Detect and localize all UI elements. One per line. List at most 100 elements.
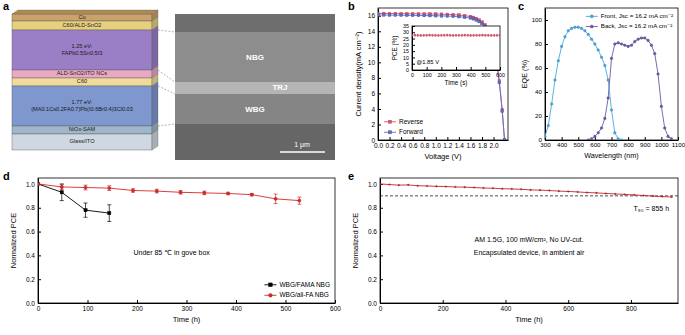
- tick-mark: [545, 116, 548, 117]
- tick-label: 0.8: [26, 204, 35, 211]
- data-point: [38, 182, 40, 185]
- error-bar: [179, 191, 183, 195]
- data-point: [449, 34, 451, 36]
- tick-label: 0.4: [368, 252, 377, 259]
- data-point: [490, 34, 492, 36]
- data-point: [446, 34, 448, 36]
- y-axis-title: Normalized PCE: [351, 213, 360, 268]
- legend-label: Reverse: [399, 118, 424, 125]
- data-point: [620, 43, 623, 46]
- data-point: [617, 42, 620, 45]
- plot-area: [380, 183, 678, 198]
- tick-mark: [137, 300, 138, 303]
- sem-band: [175, 94, 335, 124]
- error-bar: [84, 203, 88, 217]
- tick-label: 1.6: [466, 142, 475, 149]
- data-point: [429, 34, 431, 36]
- tick-mark: [378, 62, 381, 63]
- data-point: [643, 195, 645, 197]
- data-point: [633, 40, 636, 43]
- tick-label: 20: [403, 42, 409, 48]
- series-line: [545, 27, 621, 140]
- data-point: [671, 196, 673, 198]
- layer: [12, 14, 152, 21]
- legend: ReverseForward: [384, 118, 424, 136]
- connector: [158, 70, 175, 82]
- tick: 500: [481, 67, 490, 78]
- tick: 0.6: [26, 228, 41, 235]
- data-point: [496, 34, 498, 36]
- tick-label: 200: [438, 305, 449, 312]
- data-point: [577, 191, 579, 193]
- tick-mark: [38, 303, 41, 304]
- data-point: [445, 186, 447, 188]
- plot-area: [545, 26, 673, 140]
- tick: 1.0: [432, 137, 441, 149]
- data-point: [417, 14, 420, 17]
- tick-mark: [378, 78, 381, 79]
- tick-label: 500: [574, 141, 585, 148]
- legend: WBG/FAMA NBGWBG/all-FA NBG: [264, 281, 330, 299]
- data-point: [574, 26, 577, 29]
- tick: 0.2: [386, 137, 395, 149]
- data-point: [420, 34, 422, 36]
- layer-label: FAPb0.5Sn0.5I3: [62, 50, 103, 56]
- tick-mark: [427, 67, 428, 70]
- tick-label: 500: [281, 305, 292, 312]
- legend-entry: WBG/FAMA NBG: [264, 281, 330, 288]
- y-axis: 0.00.20.40.60.81.0: [26, 179, 41, 307]
- data-point: [652, 195, 654, 197]
- legend-entry: Front, Jsc = 16.2 mA cm⁻²: [586, 12, 673, 19]
- chart: 010020030040050060005101520253035Time (s…: [391, 23, 505, 87]
- tick: 0: [371, 137, 381, 144]
- data-point: [586, 192, 588, 194]
- tick: 400: [557, 137, 568, 148]
- tick-mark: [424, 137, 425, 140]
- tick: 16: [368, 12, 381, 19]
- tick: 100: [423, 67, 432, 78]
- tick-mark: [38, 208, 41, 209]
- tick: 100: [83, 300, 94, 312]
- tick: 0.0: [26, 300, 41, 307]
- chart: 01002003004005006000.00.20.40.60.81.0Tim…: [3, 170, 341, 324]
- tick-label: 700: [607, 141, 618, 148]
- data-point: [670, 138, 673, 141]
- tick: 0: [539, 136, 548, 143]
- tick: 0.8: [420, 137, 429, 149]
- data-point: [501, 110, 504, 113]
- tick: 0.6: [409, 137, 418, 149]
- tick-label: 0.4: [397, 142, 406, 149]
- legend-marker: [590, 15, 593, 18]
- tick-label: 40: [535, 88, 542, 95]
- data-point: [388, 14, 391, 17]
- data-point: [380, 183, 381, 185]
- tick: 200: [132, 300, 143, 312]
- data-point: [464, 186, 466, 188]
- layer: [12, 21, 152, 30]
- layer: [12, 86, 152, 126]
- tick-label: 20: [535, 112, 542, 119]
- connector: [158, 86, 175, 94]
- data-point: [493, 34, 495, 36]
- sem-band: [175, 14, 335, 32]
- tick-label: 0: [37, 305, 41, 312]
- tick-mark: [380, 208, 383, 209]
- tick-label: 200: [437, 72, 446, 78]
- y-axis: 0.00.20.40.60.81.0: [368, 179, 383, 307]
- tick-label: 0.2: [368, 276, 377, 283]
- x-axis-title: Time (s): [445, 79, 468, 87]
- tick-label: 500: [481, 72, 490, 78]
- data-point: [549, 190, 551, 192]
- scale-bar-label: 1 μm: [294, 141, 310, 149]
- data-point: [484, 34, 486, 36]
- tick-mark: [631, 300, 632, 303]
- data-point: [423, 14, 426, 17]
- data-point: [426, 34, 428, 36]
- data-point: [440, 15, 443, 18]
- layer-label: C60/ALD-SnO2: [63, 22, 102, 28]
- tick-mark: [335, 300, 336, 303]
- tick-mark: [38, 255, 41, 256]
- tick: 0.4: [26, 252, 41, 259]
- tick-label: 100: [83, 305, 94, 312]
- data-point: [60, 191, 63, 194]
